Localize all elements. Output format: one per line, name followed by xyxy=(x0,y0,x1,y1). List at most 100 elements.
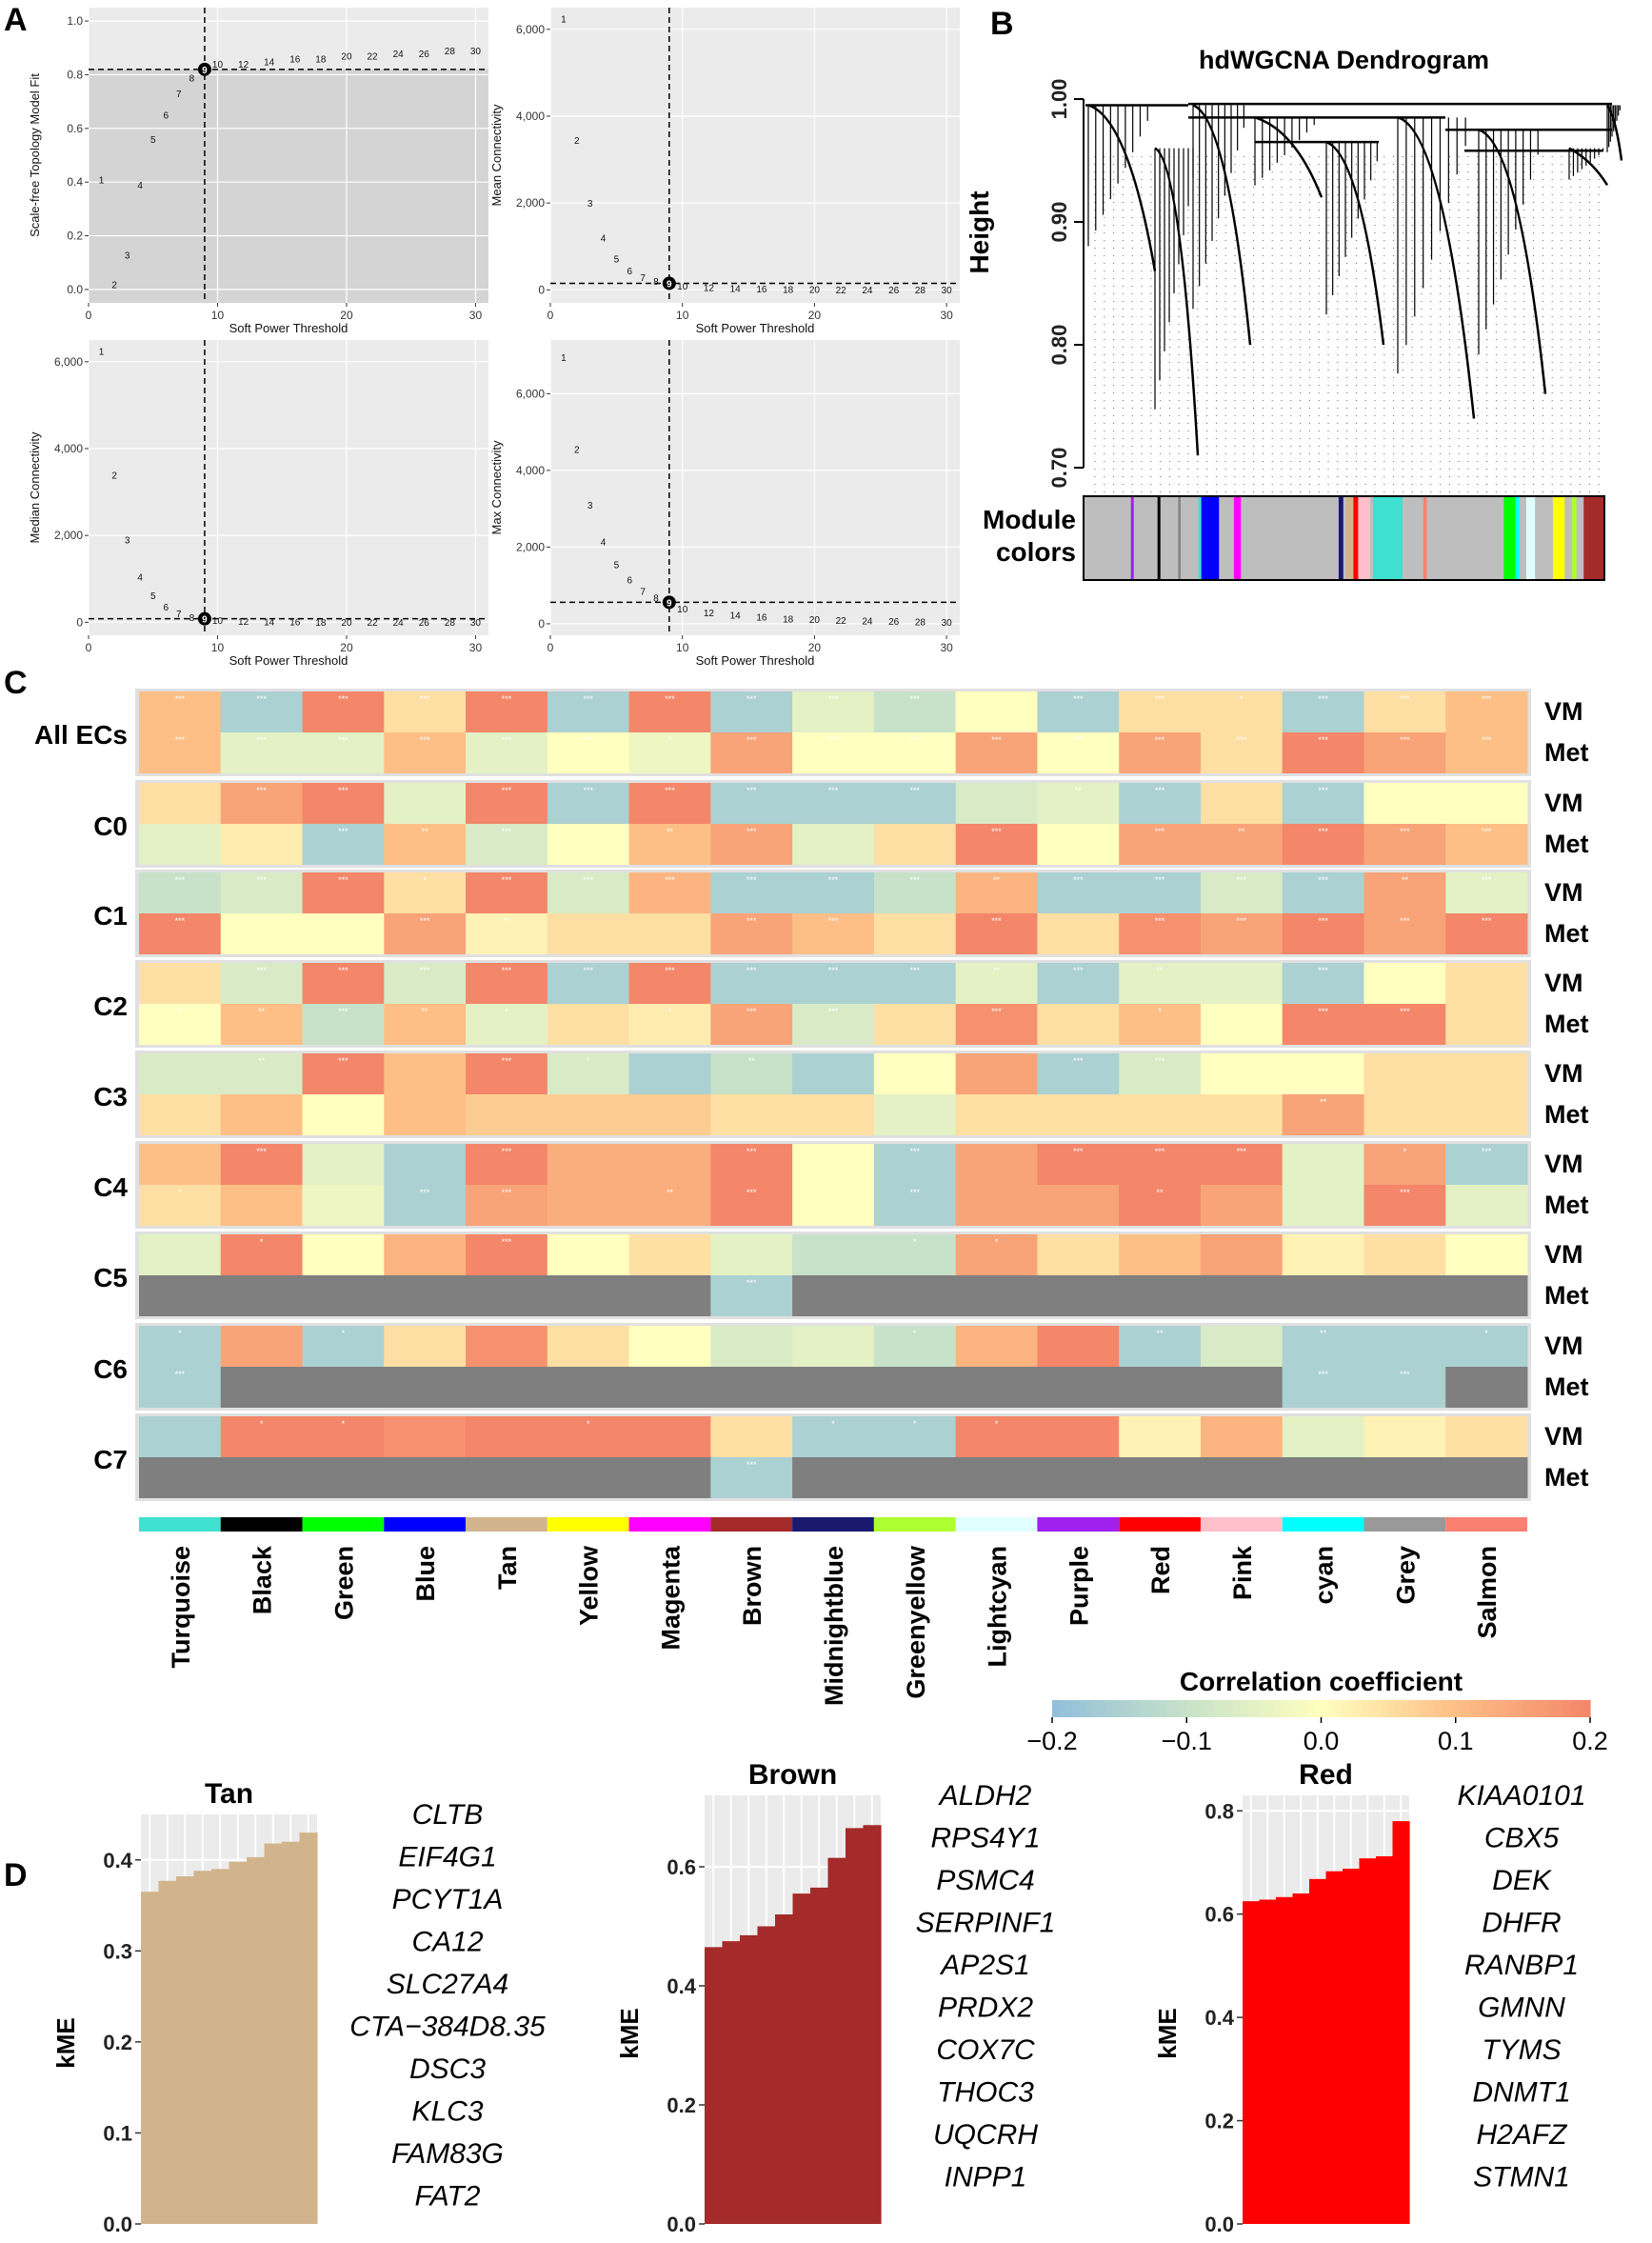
significance-mark: *** xyxy=(1155,827,1165,836)
heatmap-cell xyxy=(466,1457,548,1498)
module-color-segment xyxy=(1358,496,1370,580)
legend-gradient-step xyxy=(1529,1700,1538,1717)
heatmap-cell xyxy=(220,1367,304,1408)
module-color-segment xyxy=(1571,496,1577,580)
heatmap-cell xyxy=(955,1367,1038,1408)
heatmap-cell xyxy=(547,1416,630,1457)
x-tick-label: 20 xyxy=(808,309,822,322)
kme-bar xyxy=(1276,1896,1294,2224)
heatmap-cell xyxy=(628,732,711,773)
heatmap-cell xyxy=(792,913,875,954)
heatmap-cell xyxy=(628,913,711,954)
heatmap-cell xyxy=(873,1053,957,1094)
heatmap-cell xyxy=(1282,1416,1364,1457)
heatmap-cell xyxy=(1363,1185,1446,1226)
heatmap-cell xyxy=(547,913,630,954)
module-color-swatch xyxy=(1119,1517,1201,1532)
point-label: 9 xyxy=(667,279,672,290)
heatmap-cell xyxy=(1363,783,1446,824)
heatmap-cell xyxy=(139,1457,222,1498)
point-label: 3 xyxy=(125,250,130,261)
point-label: 8 xyxy=(653,277,659,288)
module-label: Purple xyxy=(1065,1546,1093,1626)
heatmap-cell xyxy=(792,1053,875,1094)
heatmap-cell xyxy=(466,913,548,954)
heatmap-cell xyxy=(1037,1185,1120,1226)
significance-mark: * xyxy=(178,1188,182,1197)
module-label: Lightcyan xyxy=(984,1546,1012,1668)
point-label: 18 xyxy=(783,285,794,295)
point-label: 3 xyxy=(587,199,593,210)
legend-gradient-step xyxy=(1509,1700,1517,1717)
legend-gradient-step xyxy=(1562,1700,1571,1717)
heatmap-cell xyxy=(628,1457,711,1498)
heatmap-cell xyxy=(547,824,630,865)
heatmap-cell xyxy=(792,1275,875,1316)
heatmap-cell xyxy=(547,1457,630,1498)
significance-mark: ** xyxy=(993,966,1001,975)
significance-mark: * xyxy=(342,1329,346,1338)
heatmap-cell xyxy=(1282,1326,1364,1367)
kme-bar xyxy=(810,1887,829,2224)
module-color-segment xyxy=(1426,496,1504,580)
y-tick-label: 0 xyxy=(538,283,545,296)
heatmap-cell xyxy=(302,872,385,913)
significance-mark: *** xyxy=(828,966,839,975)
panel-letter-c: C xyxy=(4,665,28,701)
heatmap-cell xyxy=(302,1053,385,1094)
heatmap-cell xyxy=(547,1053,630,1094)
significance-mark: * xyxy=(178,1007,182,1016)
significance-mark: *** xyxy=(1318,786,1328,795)
heatmap-cell xyxy=(955,1004,1038,1045)
heatmap-cell xyxy=(1363,1094,1446,1135)
heatmap-cell xyxy=(547,1367,630,1408)
module-color-bar-border xyxy=(1083,495,1605,581)
heatmap-cell xyxy=(1445,1457,1528,1498)
heatmap-cell xyxy=(139,1053,222,1094)
gene-label: DHFR xyxy=(1482,1908,1561,1939)
significance-mark: *** xyxy=(175,916,186,926)
kme-bar xyxy=(1376,1855,1394,2224)
module-label: Blue xyxy=(411,1546,440,1602)
heatmap-cell xyxy=(466,1094,548,1135)
module-color-segment xyxy=(1535,496,1553,580)
heatmap-cell xyxy=(1200,1326,1284,1367)
significance-mark: *** xyxy=(746,694,757,704)
heatmap-cell xyxy=(710,1275,793,1316)
heatmap-cell xyxy=(547,1094,630,1135)
significance-mark: *** xyxy=(502,827,512,836)
x-tick-label: 30 xyxy=(940,641,953,654)
heatmap-cell xyxy=(792,1326,875,1367)
y-tick-label: 0.0 xyxy=(103,2213,132,2236)
heatmap-cell xyxy=(1445,1326,1528,1367)
y-tick-label: 0.2 xyxy=(67,230,83,243)
heatmap-cell xyxy=(1119,1416,1202,1457)
significance-mark: *** xyxy=(1318,827,1328,836)
legend-gradient-step xyxy=(1475,1700,1483,1717)
y-tick-label: 0.3 xyxy=(103,1939,132,1963)
point-label: 1 xyxy=(99,347,105,357)
panel-letter-b: B xyxy=(990,6,1014,42)
heatmap-cell xyxy=(547,783,630,824)
heatmap-cell xyxy=(466,1326,548,1367)
heatmap-cell xyxy=(384,1457,467,1498)
significance-mark: *** xyxy=(1318,694,1328,704)
heatmap-cell xyxy=(466,1234,548,1275)
legend-gradient-step xyxy=(1428,1700,1437,1717)
point-label: 22 xyxy=(836,286,847,296)
gene-label: KLC3 xyxy=(411,2096,483,2128)
legend-gradient-step xyxy=(1354,1700,1363,1717)
y-tick-label: 0.1 xyxy=(103,2121,132,2145)
x-tick-label: 20 xyxy=(340,641,353,654)
y-axis-title: Max Connectivity xyxy=(489,440,504,534)
heatmap-cell xyxy=(220,1416,304,1457)
point-label: 8 xyxy=(653,594,659,605)
legend-tick-label: 0.1 xyxy=(1438,1727,1474,1755)
heatmap-cell xyxy=(955,1094,1038,1135)
legend-gradient-step xyxy=(1125,1700,1134,1717)
significance-mark: *** xyxy=(1400,916,1410,926)
heatmap-cell xyxy=(1445,1234,1528,1275)
module-label: Salmon xyxy=(1473,1546,1502,1639)
heatmap-cell xyxy=(1445,1144,1528,1185)
heatmap-cell xyxy=(1282,783,1364,824)
